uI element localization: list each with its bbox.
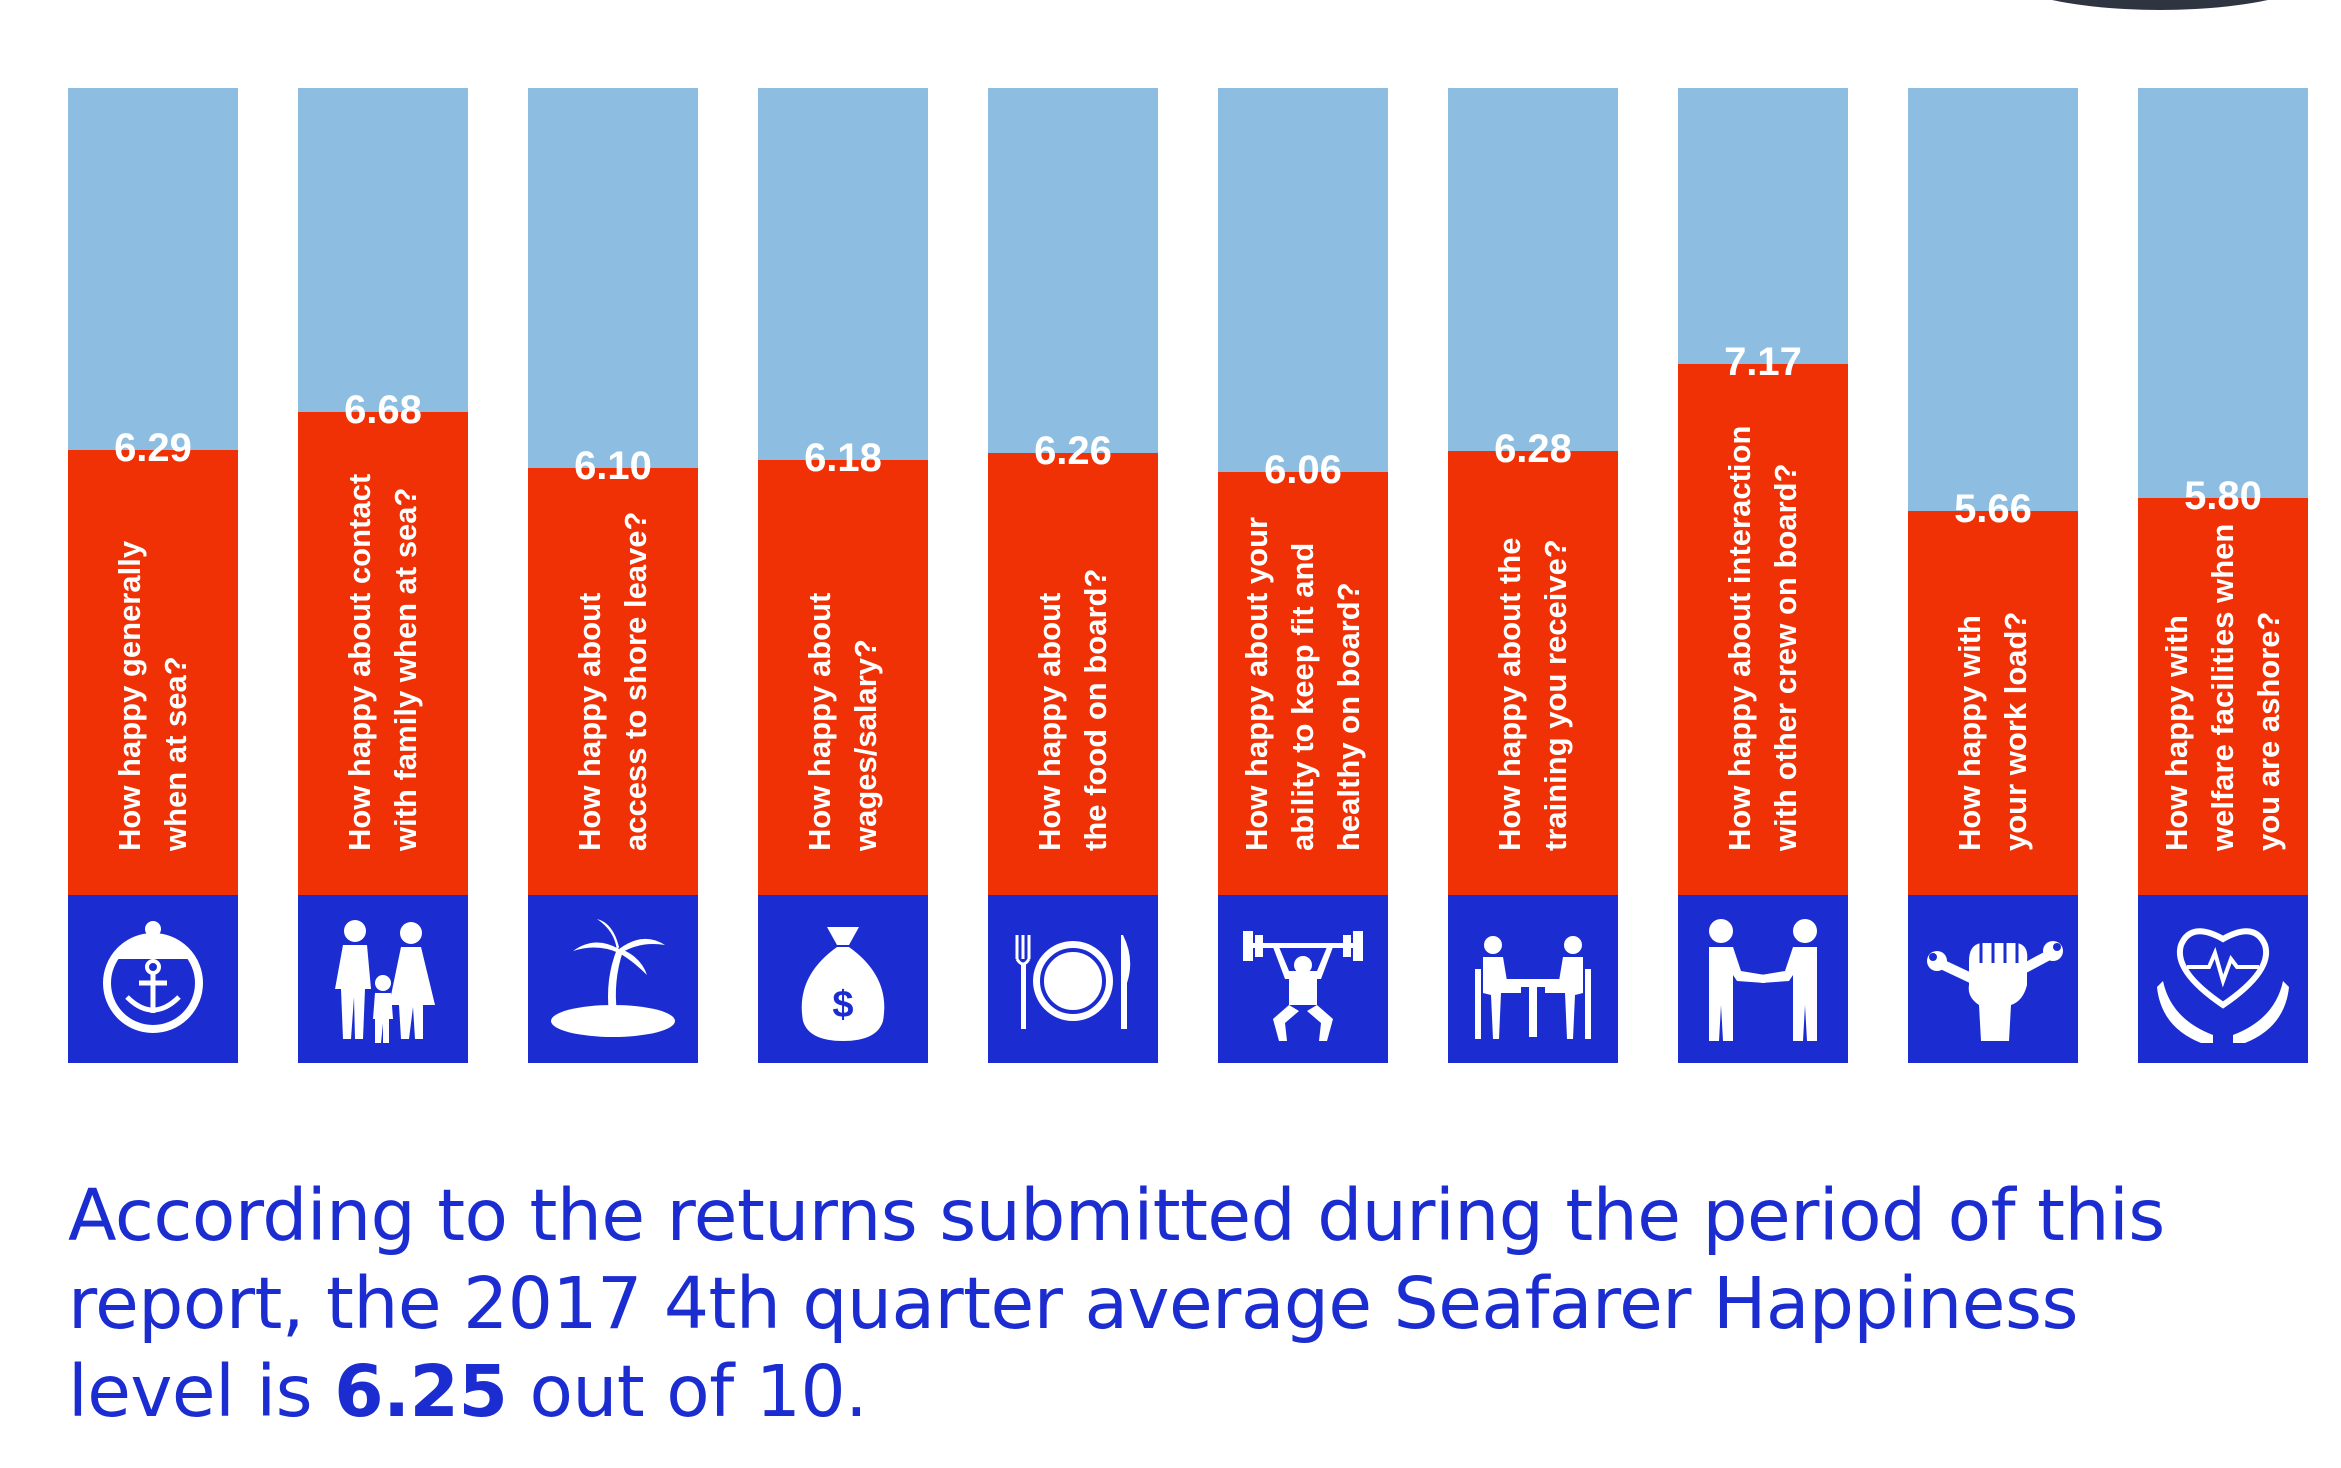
bar-category-label: How happy generally when at sea? [112,540,193,851]
bar-value-fill [758,460,928,895]
bar-value-label: 6.18 [804,436,882,481]
bar-value-fill [528,468,698,895]
heart-hands-icon [2157,928,2289,1043]
bar-icon-box [1448,895,1618,1063]
bar-value-label: 6.68 [344,387,422,432]
bar-value-fill [68,449,238,895]
bar-remainder [528,88,698,469]
bar-category-label: How happy about wages/salary? [802,592,883,851]
bar-icon-box [528,895,698,1063]
bar-remainder [1448,88,1618,451]
bar-icon-box [1218,895,1388,1063]
bar-column: 6.18 How happy about wages/salary? $ [758,88,928,1063]
average-score: 6.25 [334,1350,508,1433]
family-icon [335,920,435,1043]
bar-remainder [298,88,468,412]
plate-cutlery-icon [1015,935,1131,1029]
summary-caption: According to the returns submitted durin… [68,1172,2168,1436]
bar-column: 6.26 How happy about the food on board? [988,88,1158,1063]
bar-remainder [1218,88,1388,473]
bar-remainder [1678,88,1848,364]
bar-remainder [1908,88,2078,512]
island-icon [551,919,675,1037]
bar-value-label: 6.10 [574,444,652,489]
bar-icon-box [298,895,468,1063]
bar-category-label: How happy about your ability to keep fit… [1239,516,1366,851]
bar-value-fill [2138,497,2308,895]
bar-value-fill [1908,511,2078,895]
bar-category-label: How happy about the training you receive… [1492,537,1573,851]
bar-remainder [68,88,238,450]
corner-decoration [1980,0,2340,10]
bar-column: 6.28 How happy about the training you rec… [1448,88,1618,1063]
bar-remainder [758,88,928,461]
bar-value-fill [298,411,468,895]
bar-remainder [988,88,1158,453]
bar-value-fill [988,452,1158,895]
bar-category-label: How happy with your work load? [1952,611,2033,851]
bar-value-label: 6.29 [114,425,192,470]
bar-value-fill [1678,363,1848,895]
bar-category-label: How happy about access to shore leave? [572,511,653,851]
training-table-icon [1475,936,1591,1039]
bar-icon-box [68,895,238,1063]
raised-fist-wrench-icon [1927,941,2063,1041]
bar-value-label: 6.06 [1264,448,1342,493]
bar-column: 6.10 How happy about access to shore leav… [528,88,698,1063]
weightlifter-icon [1243,931,1363,1041]
bar-value-label: 7.17 [1724,339,1802,384]
bar-icon-box [1678,895,1848,1063]
money-bag-icon: $ [801,927,885,1041]
bar-icon-box [1908,895,2078,1063]
bar-column: 6.68 How happy about contact with family … [298,88,468,1063]
bar-icon-box [988,895,1158,1063]
anchor-face-icon [103,921,203,1033]
svg-text:$: $ [832,984,853,1026]
bar-value-fill [1448,450,1618,895]
bar-category-label: How happy with welfare facilities when y… [2159,523,2286,851]
caption-text-before: According to the returns submitted durin… [68,1174,2165,1433]
bar-column: 5.80 How happy with welfare facilities wh… [2138,88,2308,1063]
bar-column: 7.17 How happy about interaction with oth… [1678,88,1848,1063]
bar-column: 5.66 How happy with your work load? [1908,88,2078,1063]
bar-icon-box [2138,895,2308,1063]
bar-value-label: 5.66 [1954,487,2032,532]
bar-icon-box: $ [758,895,928,1063]
bar-category-label: How happy about contact with family when… [342,473,423,851]
bar-category-label: How happy about the food on board? [1032,568,1113,851]
bar-column: 6.06 How happy about your ability to keep… [1218,88,1388,1063]
bar-value-fill [1218,472,1388,895]
bar-column: 6.29 How happy generally when at sea? [68,88,238,1063]
bar-value-label: 6.26 [1034,428,1112,473]
bar-value-label: 5.80 [2184,473,2262,518]
caption-text-after: out of 10. [507,1350,868,1433]
bar-category-label: How happy about interaction with other c… [1722,425,1803,851]
handshake-icon [1709,919,1817,1041]
happiness-bar-chart: 6.29 How happy generally when at sea? 6.6… [68,88,2308,1063]
bar-remainder [2138,88,2308,498]
bar-value-label: 6.28 [1494,426,1572,471]
